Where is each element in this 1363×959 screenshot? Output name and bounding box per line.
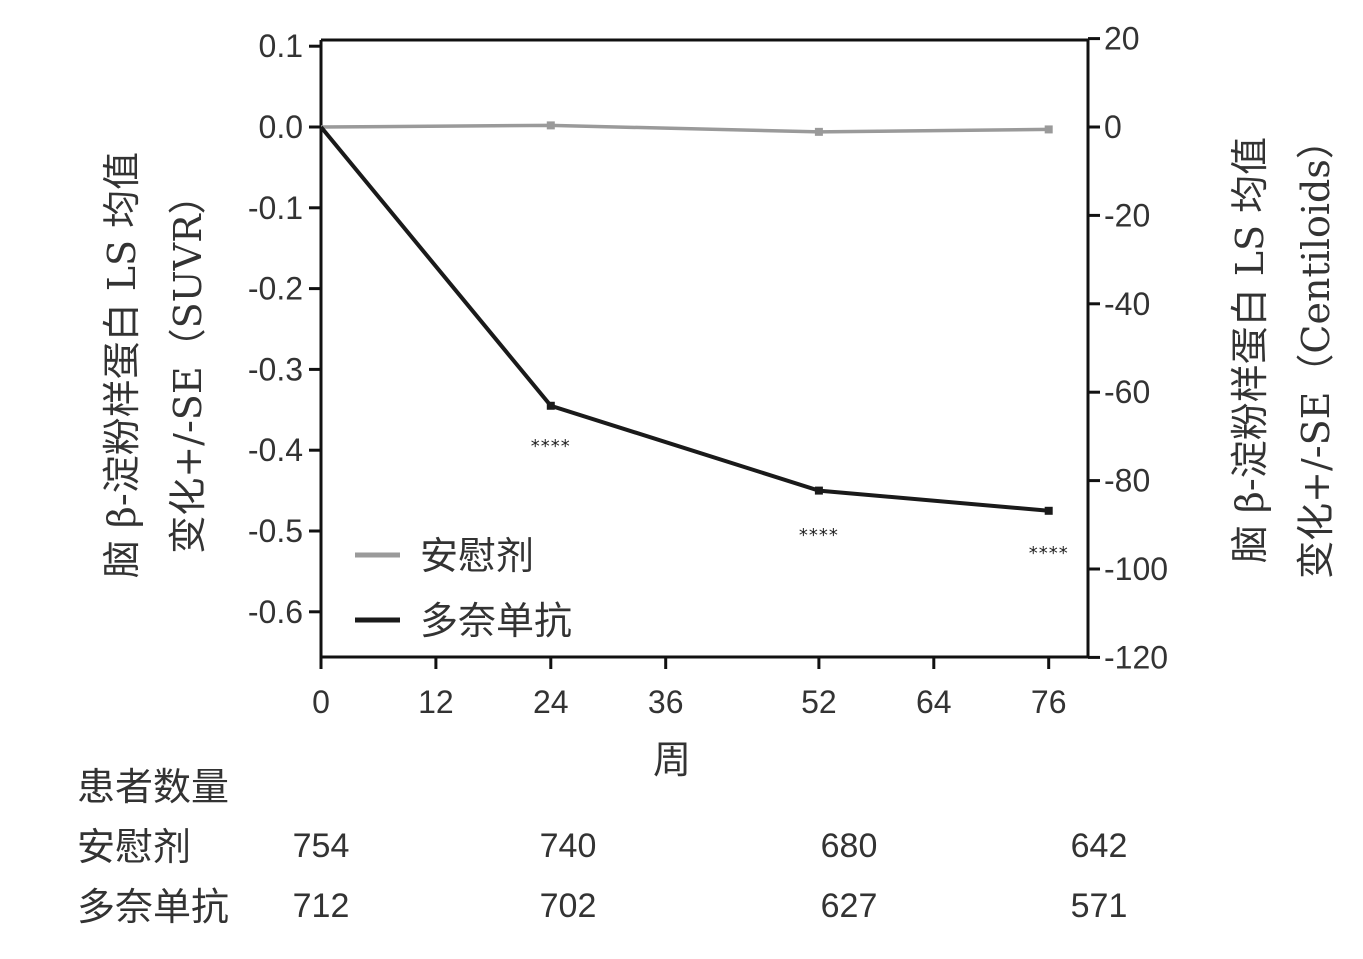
significance-marker: **** <box>1029 543 1069 564</box>
patient-count: 571 <box>1071 887 1128 925</box>
data-point <box>1044 125 1053 134</box>
y-right-tick-label: -100 <box>1104 551 1168 587</box>
x-axis-label: 周 <box>653 738 691 782</box>
x-tick-label: 76 <box>1031 684 1067 720</box>
x-tick-label: 36 <box>648 684 684 720</box>
x-tick-label: 52 <box>801 684 837 720</box>
patients-table: 患者数量 安慰剂 多奈单抗 754 740 680 642 712 702 627 571 <box>77 765 1127 929</box>
patient-count: 702 <box>540 887 597 925</box>
patient-count: 627 <box>821 887 878 925</box>
y-right-tick-label: -120 <box>1104 639 1168 675</box>
axes: 0 12 24 36 52 64 76 0.1 0.0 -0.1 -0.2 -0.3 -0.4 -0.5 -… <box>248 21 1168 720</box>
x-tick-label: 24 <box>533 684 569 720</box>
y-right-tick-label: -40 <box>1104 286 1150 322</box>
y-left-tick-label: -0.4 <box>248 432 303 468</box>
y-left-tick-label: -0.5 <box>248 513 303 549</box>
x-tick-label: 0 <box>312 684 330 720</box>
data-point <box>546 121 555 130</box>
y-left-label-line1: 脑 β-淀粉样蛋白 LS 均值 <box>100 152 144 578</box>
annotations: **** **** **** <box>531 436 1069 564</box>
row-label-placebo: 安慰剂 <box>77 825 191 869</box>
x-tick-label: 12 <box>418 684 454 720</box>
patient-count: 642 <box>1071 827 1128 865</box>
series-line-placebo <box>320 123 1049 134</box>
patient-count: 712 <box>293 887 350 925</box>
y-left-tick-label: -0.2 <box>248 271 303 307</box>
y-left-tick-label: -0.1 <box>248 190 303 226</box>
y-right-label-line1: 脑 β-淀粉样蛋白 LS 均值 <box>1228 137 1272 563</box>
data-point <box>814 127 823 136</box>
y-right-tick-label: -20 <box>1104 197 1150 233</box>
patient-count: 680 <box>821 827 878 865</box>
data-point <box>1044 506 1053 515</box>
y-left-tick-label: 0.0 <box>259 109 303 145</box>
y-right-tick-label: 20 <box>1104 21 1140 57</box>
y-right-label-line2: 变化+/-SE（Centiloids） <box>1294 121 1338 579</box>
patients-table-title: 患者数量 <box>77 765 229 809</box>
legend-label: 多奈单抗 <box>420 599 572 643</box>
y-right-tick-label: 0 <box>1104 109 1122 145</box>
y-right-tick-label: -60 <box>1104 374 1150 410</box>
data-point <box>546 401 555 410</box>
patient-count: 740 <box>540 827 597 865</box>
data-point <box>814 486 823 495</box>
significance-marker: **** <box>799 525 839 546</box>
series-line-donanemab <box>319 125 1049 513</box>
significance-marker: **** <box>531 436 571 457</box>
y-axis-left-label: 脑 β-淀粉样蛋白 LS 均值 变化+/-SE（SUVR） <box>100 152 210 578</box>
y-right-tick-label: -80 <box>1104 463 1150 499</box>
row-label-donanemab: 多奈单抗 <box>77 885 229 929</box>
series-layer <box>319 121 1053 515</box>
patient-count: 754 <box>293 827 350 865</box>
y-left-tick-label: -0.3 <box>248 351 303 387</box>
legend-label: 安慰剂 <box>420 534 534 578</box>
y-left-tick-label: -0.6 <box>248 594 303 630</box>
y-left-tick-label: 0.1 <box>259 28 303 64</box>
y-axis-right-label: 脑 β-淀粉样蛋白 LS 均值 变化+/-SE（Centiloids） <box>1228 121 1338 579</box>
y-left-label-line2: 变化+/-SE（SUVR） <box>166 176 210 553</box>
x-tick-label: 64 <box>916 684 952 720</box>
